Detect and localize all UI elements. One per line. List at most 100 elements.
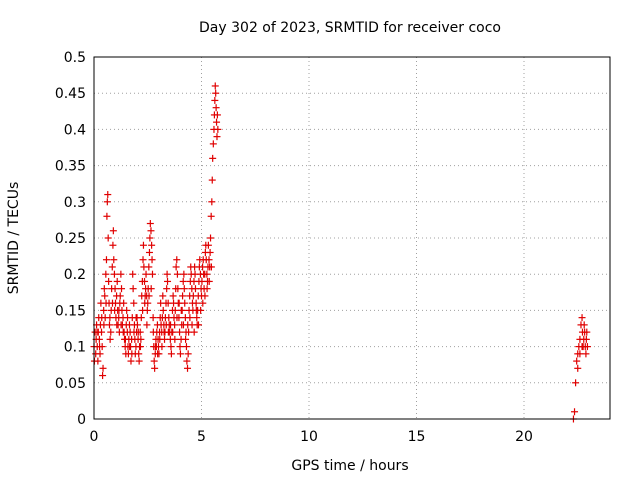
x-tick-labels: 0 5 10 15 20 — [90, 429, 533, 445]
data-point — [171, 335, 179, 343]
data-point — [96, 350, 104, 358]
x-tick-label: 15 — [408, 429, 426, 445]
data-point — [136, 343, 144, 351]
y-tick-label: 0.3 — [64, 195, 86, 211]
data-point — [151, 343, 159, 351]
data-point — [208, 176, 216, 184]
data-point — [175, 299, 183, 307]
data-point — [201, 292, 209, 300]
data-point — [576, 350, 584, 358]
data-point — [204, 241, 212, 249]
y-tick-label: 0.45 — [55, 86, 86, 102]
data-point — [133, 321, 141, 329]
data-point — [193, 314, 201, 322]
data-point — [159, 306, 167, 314]
data-point — [101, 292, 109, 300]
data-point — [110, 256, 118, 264]
data-point — [104, 191, 112, 199]
data-point — [109, 241, 117, 249]
data-point — [212, 104, 220, 112]
data-point — [145, 263, 153, 271]
data-point — [103, 212, 111, 220]
y-tick-label: 0 — [77, 412, 86, 428]
data-point — [146, 234, 154, 242]
data-point — [93, 328, 101, 336]
data-point — [135, 357, 143, 365]
y-tick-label: 0.1 — [64, 340, 86, 356]
data-point — [169, 292, 177, 300]
data-point — [212, 89, 220, 97]
data-point — [100, 321, 108, 329]
data-point — [118, 285, 126, 293]
y-tick-label: 0.5 — [64, 50, 86, 66]
data-point — [176, 343, 184, 351]
data-point — [148, 270, 156, 278]
data-point — [176, 328, 184, 336]
y-tick-label: 0.2 — [64, 267, 86, 283]
data-point — [163, 270, 171, 278]
data-point — [182, 343, 190, 351]
x-tick-label: 0 — [90, 429, 99, 445]
data-point — [199, 299, 207, 307]
data-point — [123, 306, 131, 314]
data-point — [582, 350, 590, 358]
data-point — [99, 364, 107, 372]
data-point — [179, 292, 187, 300]
chart-title: Day 302 of 2023, SRMTID for receiver coc… — [199, 20, 501, 36]
data-point — [132, 314, 140, 322]
data-point — [172, 263, 180, 271]
plot-frame — [93, 56, 611, 420]
data-point — [134, 328, 142, 336]
data-point — [146, 220, 154, 228]
data-point — [108, 263, 116, 271]
data-point — [141, 277, 149, 285]
data-point — [102, 299, 110, 307]
data-point — [173, 314, 181, 322]
data-point — [127, 357, 135, 365]
data-point — [96, 343, 104, 351]
data-point — [192, 299, 200, 307]
data-point — [180, 270, 188, 278]
data-point — [154, 350, 162, 358]
data-point — [578, 314, 586, 322]
data-point — [141, 299, 149, 307]
data-point — [571, 408, 579, 416]
x-tick-label: 20 — [515, 429, 533, 445]
data-point — [156, 335, 164, 343]
data-point — [179, 277, 187, 285]
data-point — [176, 350, 184, 358]
data-point — [580, 321, 588, 329]
data-point — [214, 125, 222, 133]
data-point — [177, 306, 185, 314]
data-point — [188, 321, 196, 329]
x-tick-label: 5 — [197, 429, 206, 445]
data-point — [583, 328, 591, 336]
data-point — [104, 234, 112, 242]
data-point — [169, 328, 177, 336]
data-point — [183, 357, 191, 365]
data-point — [574, 364, 582, 372]
data-point — [190, 328, 198, 336]
data-point — [113, 277, 121, 285]
data-point — [149, 314, 157, 322]
data-point — [213, 133, 221, 141]
data-point — [203, 285, 211, 293]
data-point — [128, 350, 136, 358]
y-tick-label: 0.25 — [55, 231, 86, 247]
y-tick-label: 0.15 — [55, 303, 86, 319]
data-point — [119, 328, 127, 336]
data-point — [102, 256, 110, 264]
data-point — [171, 306, 179, 314]
data-point — [572, 379, 580, 387]
data-point — [167, 343, 175, 351]
data-point — [151, 364, 159, 372]
grid-lines — [94, 57, 610, 419]
data-point — [117, 321, 125, 329]
data-point — [207, 234, 215, 242]
data-point — [135, 350, 143, 358]
data-point — [130, 299, 138, 307]
data-point — [139, 306, 147, 314]
data-point — [205, 256, 213, 264]
x-tick-label: 10 — [300, 429, 318, 445]
